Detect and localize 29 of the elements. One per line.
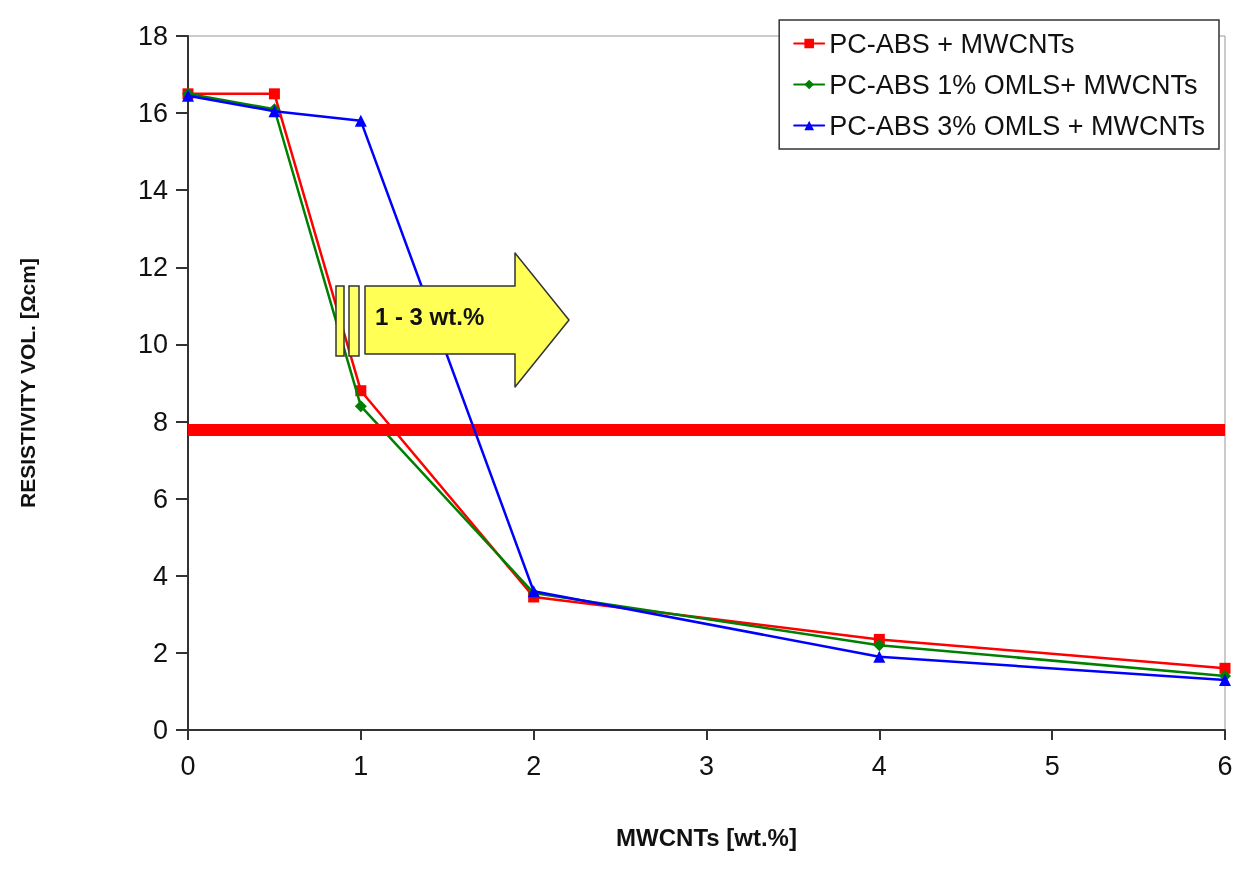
legend-label: PC-ABS 1% OMLS+ MWCNTs: [829, 69, 1198, 100]
x-tick-label: 5: [1044, 750, 1060, 781]
legend-label: PC-ABS + MWCNTs: [829, 28, 1075, 59]
y-tick-label: 8: [152, 406, 168, 437]
y-tick-label: 10: [137, 329, 168, 360]
legend-label: PC-ABS 3% OMLS + MWCNTs: [829, 110, 1205, 141]
y-tick-label: 12: [137, 252, 168, 283]
point: [873, 639, 886, 652]
x-tick-label: 2: [526, 750, 542, 781]
point: [1219, 662, 1231, 674]
x-axis-title: MWCNTs [wt.%]: [616, 823, 797, 851]
y-tick-label: 4: [152, 560, 168, 591]
x-tick-label: 3: [698, 750, 715, 781]
y-tick-label: 2: [152, 637, 168, 668]
y-tick-label: 6: [152, 483, 168, 514]
x-tick-label: 1: [353, 750, 369, 781]
y-tick-label: 16: [137, 98, 168, 129]
y-tick-label: 18: [137, 21, 168, 51]
x-tick-label: 6: [1217, 750, 1233, 781]
x-tick-label: 4: [871, 750, 887, 781]
y-tick-label: 0: [152, 715, 168, 745]
annotation: 1 - 3 wt.%: [374, 302, 485, 331]
point: [354, 114, 367, 127]
point: [873, 650, 886, 663]
point: [354, 400, 367, 413]
y-axis-title: RESISTIVITY VOL. [Ωcm]: [16, 258, 39, 508]
y-tick-label: 14: [137, 175, 168, 206]
x-tick-label: 0: [180, 750, 196, 781]
point: [268, 88, 280, 100]
